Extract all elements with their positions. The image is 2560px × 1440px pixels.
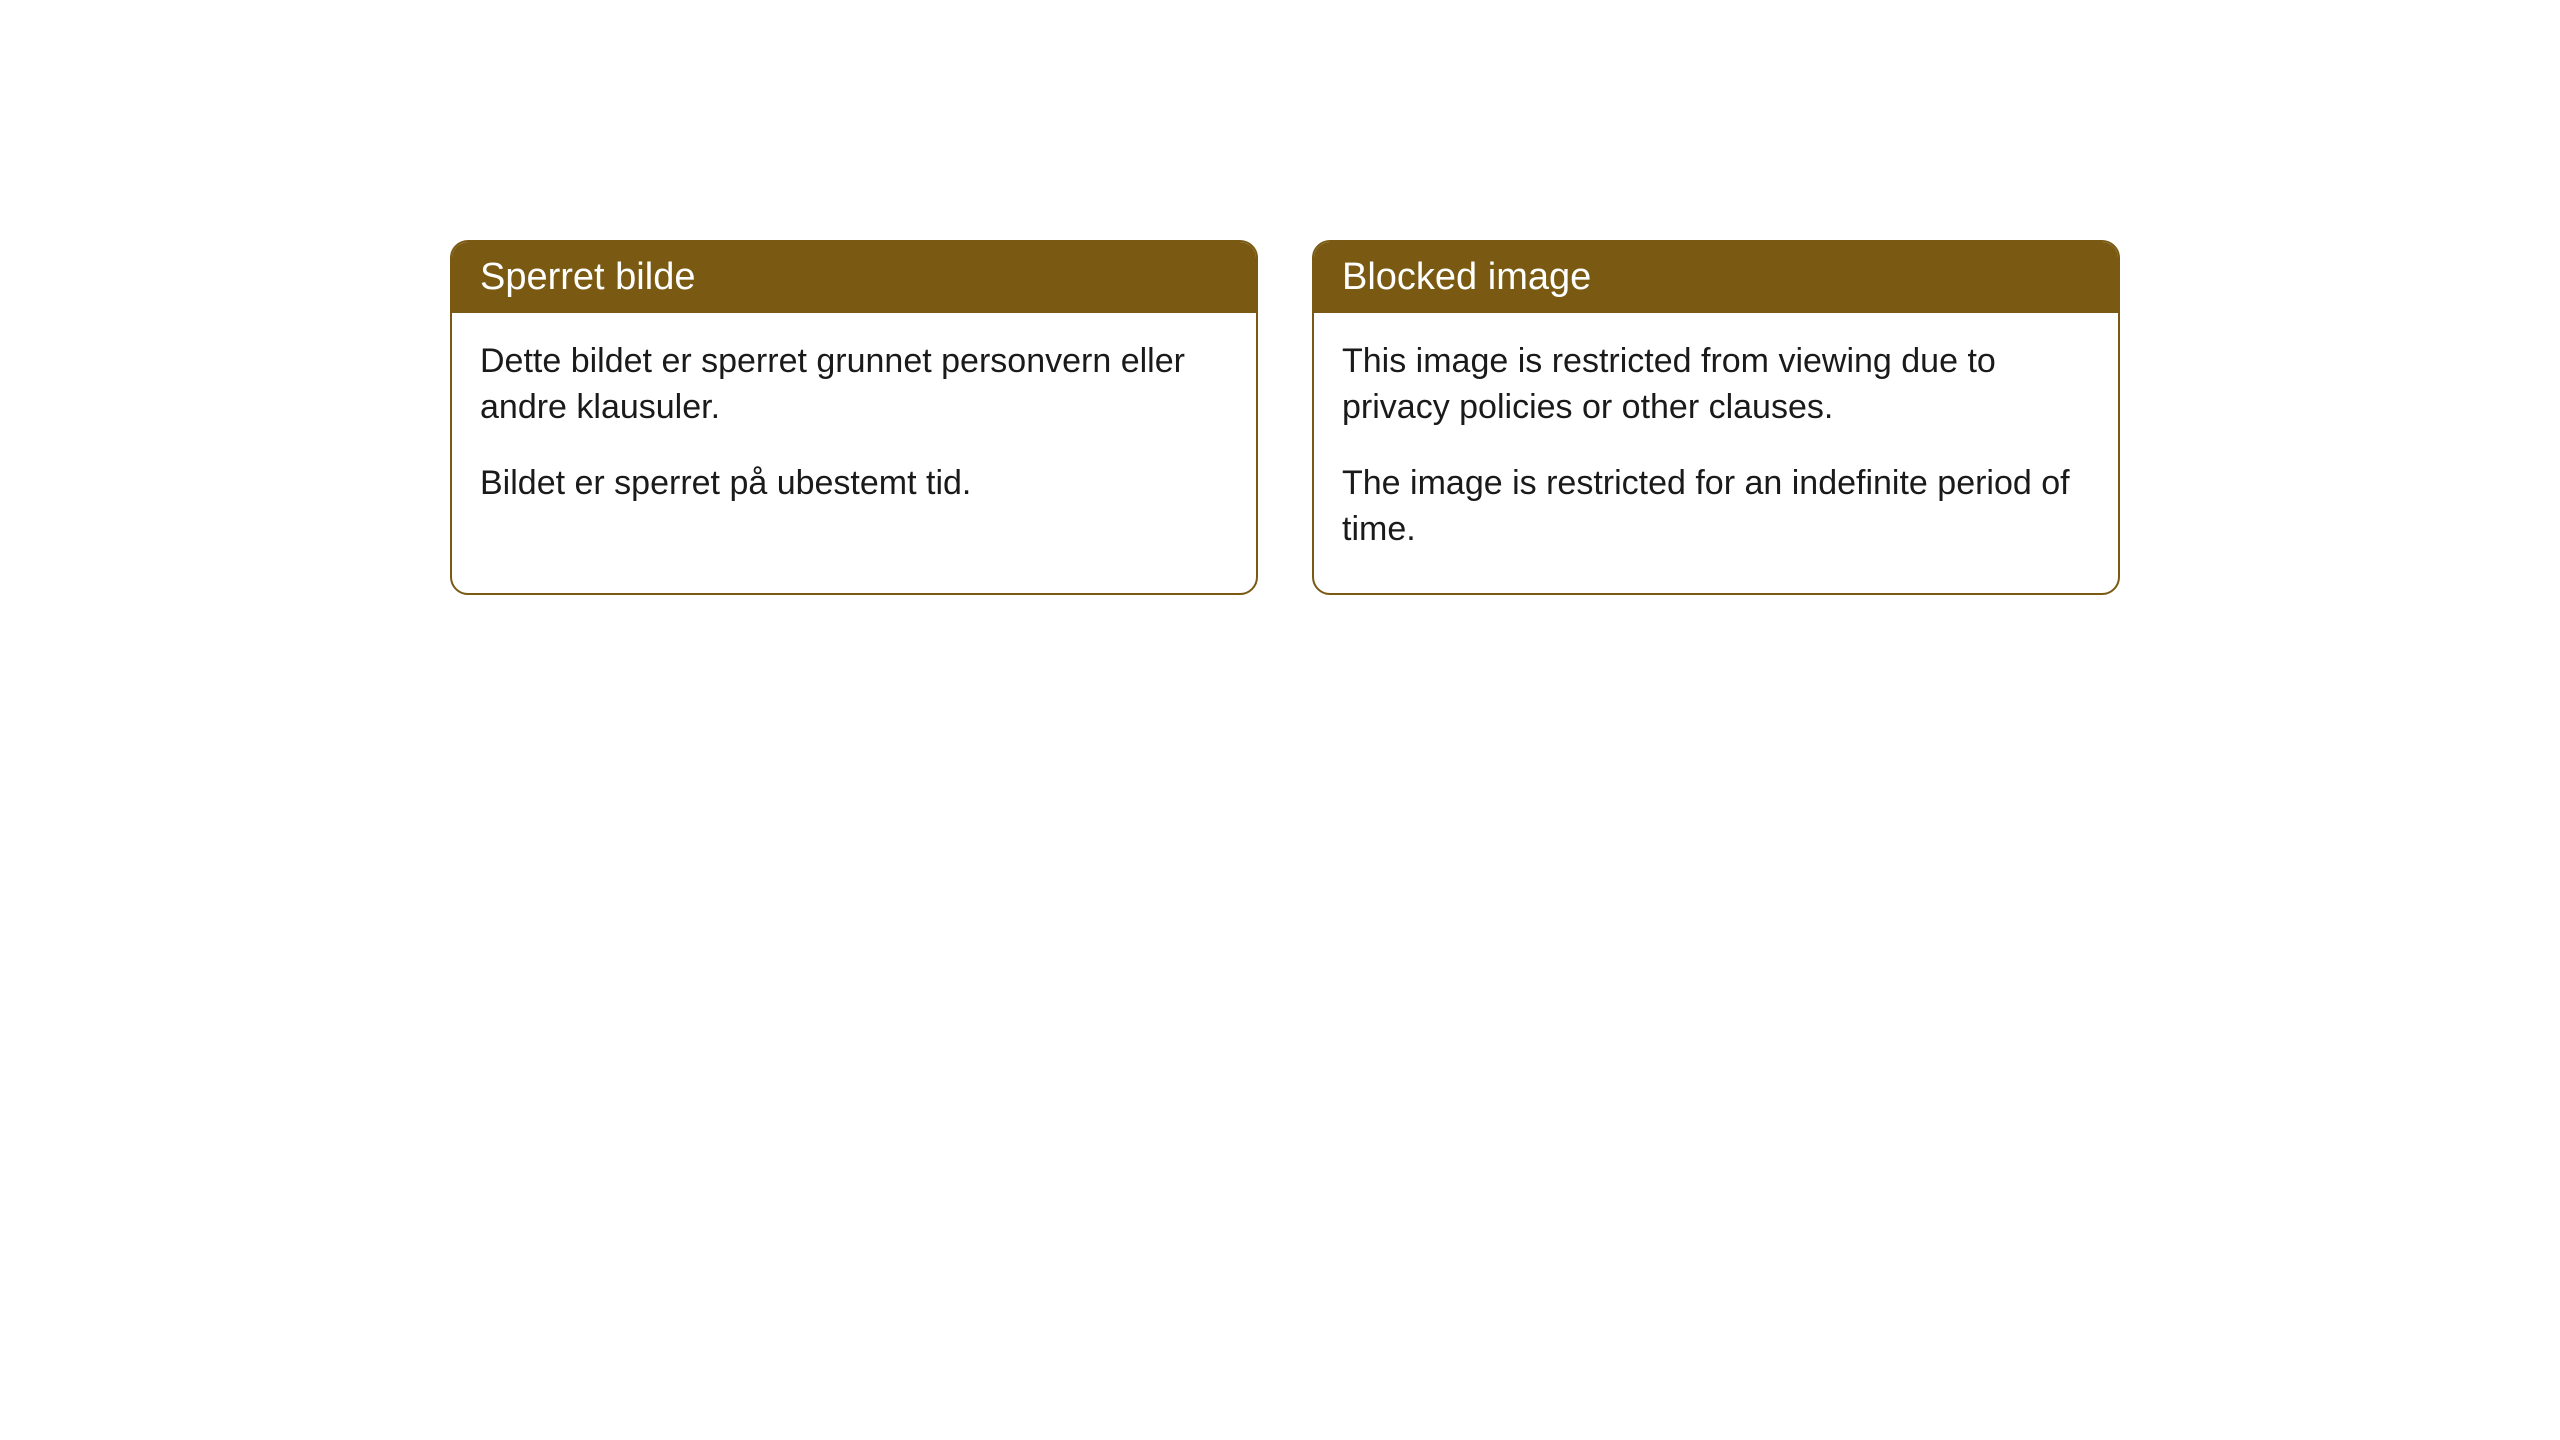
card-header-english: Blocked image [1314,242,2118,313]
notice-cards-container: Sperret bilde Dette bildet er sperret gr… [450,240,2120,595]
blocked-image-card-norwegian: Sperret bilde Dette bildet er sperret gr… [450,240,1258,595]
card-body-norwegian: Dette bildet er sperret grunnet personve… [452,313,1256,547]
card-header-norwegian: Sperret bilde [452,242,1256,313]
card-title-english: Blocked image [1342,256,1591,298]
card-title-norwegian: Sperret bilde [480,256,695,298]
card-paragraph-2-english: The image is restricted for an indefinit… [1342,461,2090,553]
card-body-english: This image is restricted from viewing du… [1314,313,2118,593]
card-paragraph-1-english: This image is restricted from viewing du… [1342,339,2090,431]
card-paragraph-2-norwegian: Bildet er sperret på ubestemt tid. [480,461,1228,507]
blocked-image-card-english: Blocked image This image is restricted f… [1312,240,2120,595]
card-paragraph-1-norwegian: Dette bildet er sperret grunnet personve… [480,339,1228,431]
